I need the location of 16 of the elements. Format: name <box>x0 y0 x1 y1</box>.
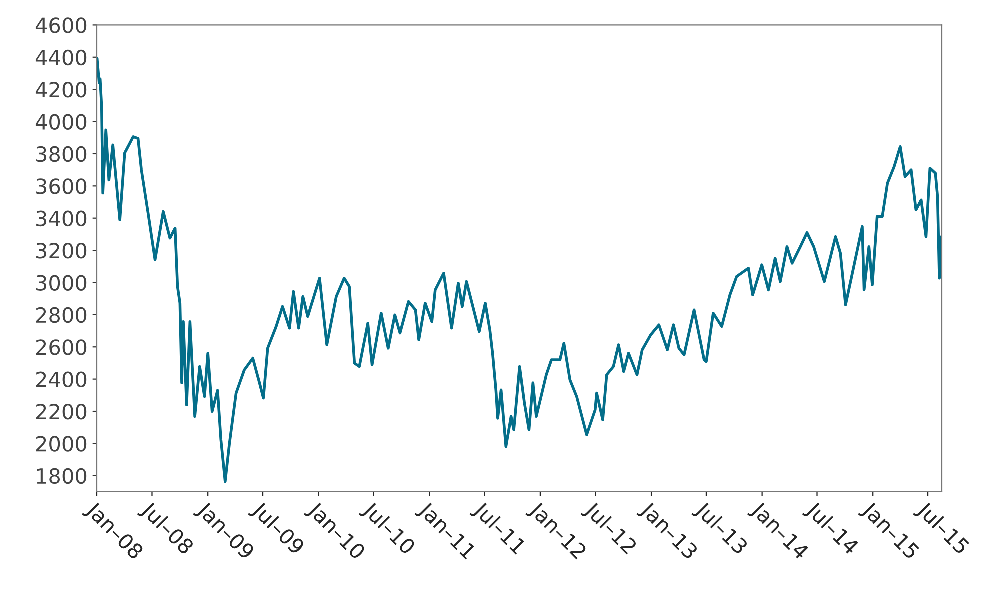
line-series <box>97 57 942 484</box>
y-tick-label: 2000 <box>36 436 87 452</box>
y-tick-label: 2600 <box>36 340 87 356</box>
y-tick-label: 3600 <box>36 178 87 194</box>
y-tick-label: 3200 <box>36 243 87 259</box>
y-tick-label: 4600 <box>36 18 87 34</box>
y-tick-label: 3800 <box>36 146 87 162</box>
y-tick-label: 1800 <box>37 468 87 484</box>
y-tick-label: 4000 <box>36 114 87 130</box>
y-tick-label: 3400 <box>36 210 87 227</box>
y-tick-label: 2200 <box>36 404 87 420</box>
y-tick-label: 2800 <box>36 307 87 324</box>
y-tick-label: 4400 <box>36 50 87 66</box>
y-tick-label: 4200 <box>36 82 87 98</box>
y-tick-label: 3000 <box>36 275 87 291</box>
y-tick-label: 2400 <box>36 372 87 388</box>
